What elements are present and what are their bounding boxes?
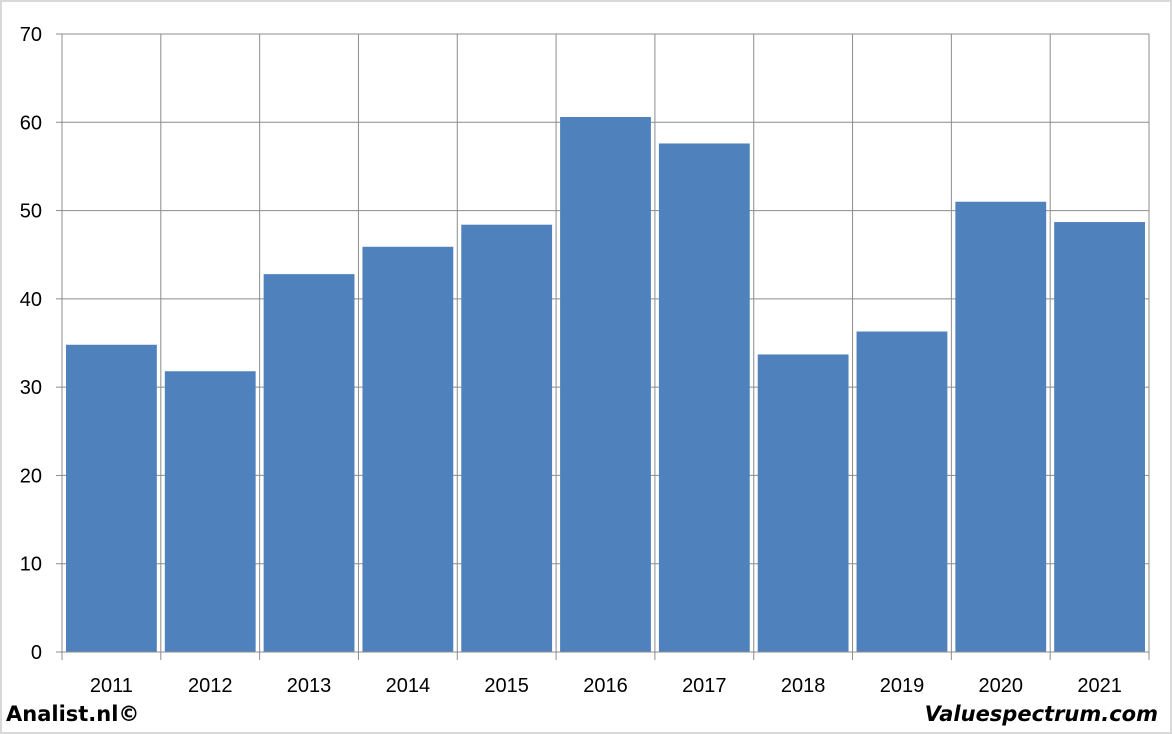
y-tick-label: 10 xyxy=(20,554,42,576)
bar-2020 xyxy=(955,201,1047,652)
bar-2021 xyxy=(1054,222,1145,652)
bar-2011 xyxy=(66,344,157,652)
x-tick-label: 2015 xyxy=(484,675,529,697)
y-tick-label: 50 xyxy=(20,201,42,223)
x-tick-label: 2018 xyxy=(781,675,826,697)
bar-2014 xyxy=(362,246,454,653)
y-tick-label: 70 xyxy=(20,24,42,46)
bar-2018 xyxy=(757,354,849,652)
x-tick-label: 2020 xyxy=(979,675,1024,697)
x-tick-label: 2011 xyxy=(90,675,133,697)
x-tick-labels: 2011 2012 2013 2014 2015 2016 2017 2018 2019 2020… xyxy=(90,675,1122,697)
x-tick-label: 2016 xyxy=(583,675,628,697)
x-tick-label: 2021 xyxy=(1077,675,1122,697)
footer-source-right: Valuespectrum.com xyxy=(924,702,1158,726)
y-tick-labels: 0 10 20 30 40 50 60 70 xyxy=(20,24,42,664)
bar-2019 xyxy=(856,331,948,652)
x-tick-label: 2012 xyxy=(188,675,233,697)
y-tick-label: 30 xyxy=(20,377,42,399)
bar-2016 xyxy=(560,116,651,652)
bar-2013 xyxy=(263,274,355,652)
x-tick-label: 2019 xyxy=(880,675,925,697)
bar-2015 xyxy=(461,224,553,652)
footer-source-left: Analist.nl© xyxy=(6,702,140,726)
y-tick-label: 40 xyxy=(20,289,42,311)
x-tick-label: 2017 xyxy=(682,675,727,697)
bar-2017 xyxy=(658,143,750,652)
x-tick-label: 2014 xyxy=(386,675,431,697)
y-tick-label: 0 xyxy=(31,642,42,664)
bar-2012 xyxy=(164,371,256,652)
axes xyxy=(56,33,1149,653)
x-tick-label: 2013 xyxy=(287,675,332,697)
y-tick-label: 20 xyxy=(20,465,42,487)
y-tick-label: 60 xyxy=(20,112,42,134)
bars xyxy=(66,116,1145,653)
